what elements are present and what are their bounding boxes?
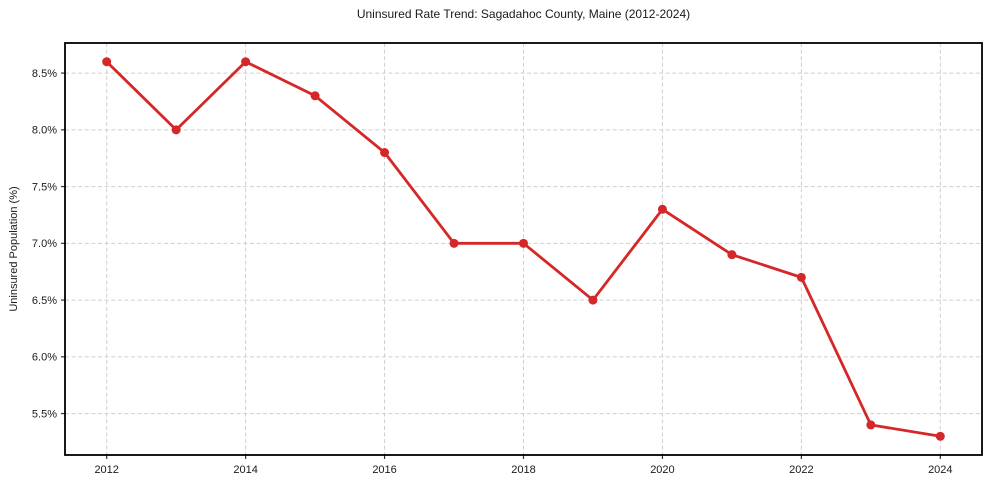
data-point-marker <box>241 57 251 67</box>
y-tick-label: 8.0% <box>32 125 57 137</box>
y-tick-label: 8.5% <box>32 68 57 80</box>
chart-title: Uninsured Rate Trend: Sagadahoc County, … <box>356 7 691 21</box>
data-point-marker <box>102 57 112 67</box>
axes-frame <box>64 42 983 456</box>
y-tick-label: 7.5% <box>32 181 57 193</box>
x-tick-label: 2024 <box>928 464 952 476</box>
y-tick-label: 5.5% <box>32 408 57 420</box>
data-point-marker <box>866 420 876 430</box>
x-tick-label: 2012 <box>94 464 118 476</box>
data-point-marker <box>519 238 528 248</box>
data-point-marker <box>796 272 806 282</box>
x-tick-label: 2014 <box>233 464 257 476</box>
data-point-marker <box>727 250 737 260</box>
data-point-marker <box>449 238 459 248</box>
x-tick-label: 2018 <box>511 464 535 476</box>
x-tick-label: 2020 <box>650 464 674 476</box>
data-point-marker <box>310 91 320 101</box>
y-tick-label: 6.0% <box>32 352 57 364</box>
y-tick-label: 6.5% <box>32 295 57 307</box>
data-point-marker <box>171 125 181 135</box>
data-point-marker <box>380 148 390 158</box>
data-point-marker <box>657 204 667 214</box>
data-point-marker <box>588 295 598 305</box>
x-tick-label: 2022 <box>789 464 813 476</box>
y-tick-label: 7.0% <box>32 238 57 250</box>
x-tick-label: 2016 <box>372 464 396 476</box>
data-point-marker <box>935 431 945 441</box>
